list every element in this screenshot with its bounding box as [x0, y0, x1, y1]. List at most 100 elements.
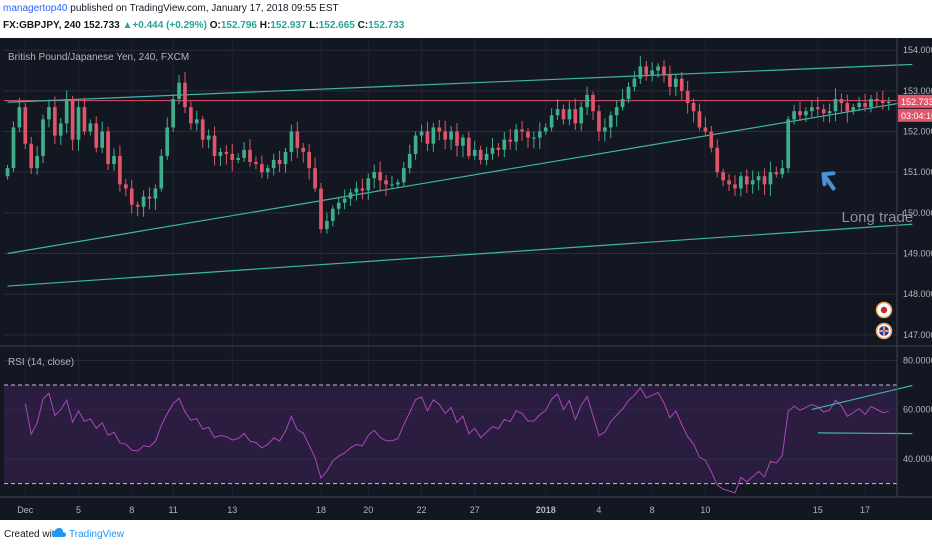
candle-body [508, 139, 513, 142]
candle-body [236, 157, 241, 160]
candle-body [573, 109, 578, 124]
axes: 154.000 153.000 152.000 151.000 150.000 149.0… [0, 38, 932, 515]
published-text: published on TradingView.com, January 17… [67, 3, 339, 14]
candle-body [715, 147, 720, 173]
trendline[interactable] [7, 100, 913, 255]
candle-body [591, 94, 595, 112]
candle-body [248, 149, 252, 163]
rsi-tick-label: 40.0000 [903, 454, 932, 464]
candle-body [372, 172, 377, 179]
flag-icon[interactable] [875, 301, 893, 319]
time-tick-label: 10 [700, 505, 710, 515]
candle-body [194, 119, 199, 124]
candle-body [94, 123, 99, 148]
candle-body [603, 127, 607, 132]
candle-body [804, 111, 808, 116]
candle-body [265, 168, 270, 173]
candle-body [839, 98, 844, 104]
arrow-icon [821, 171, 836, 191]
candle-body [366, 178, 371, 191]
price-tick-label: 154.000 [903, 45, 932, 55]
candle-body [845, 103, 850, 112]
candle-body [183, 82, 187, 108]
time-tick-label: 22 [417, 505, 427, 515]
time-tick-label: 2018 [536, 505, 556, 515]
candle-body [41, 119, 45, 156]
candle-body [857, 103, 861, 108]
candle-body [254, 162, 258, 165]
candle-body [295, 131, 300, 148]
candle-body [100, 131, 105, 148]
candle-body [585, 94, 589, 108]
candle-body [348, 192, 353, 199]
candle-body [709, 131, 714, 148]
trendline[interactable] [7, 223, 913, 287]
candle-body [277, 159, 282, 165]
candle-body [815, 107, 820, 110]
time-tick-label: 4 [596, 505, 601, 515]
candle-body [390, 184, 394, 186]
time-tick-label: 8 [650, 505, 655, 515]
rsi-tick-label: 60.0000 [903, 405, 932, 415]
price-tick-label: 150.000 [903, 208, 932, 218]
candle-body [177, 82, 181, 99]
publisher-link[interactable]: managertop40 [3, 3, 68, 14]
rsi-tick-label: 80.0000 [903, 355, 932, 365]
candle-body [869, 98, 873, 108]
candle-body [47, 107, 51, 120]
candle-body [378, 172, 382, 181]
candle-body [425, 131, 430, 144]
chart-title: British Pound/Japanese Yen, 240, FXCM [8, 52, 189, 63]
uk-flag-icon[interactable] [875, 322, 893, 340]
candle-body [360, 188, 365, 191]
candle-body [29, 143, 34, 169]
rsi-trendline[interactable] [811, 384, 913, 411]
candle-body [135, 204, 140, 207]
candle-body [579, 107, 584, 124]
ohlc-close-value: 152.733 [368, 20, 405, 31]
last-price: 152.733 [83, 20, 120, 31]
candle-body [691, 103, 696, 112]
candle-body [431, 127, 436, 144]
candle-body [875, 98, 879, 102]
rsi-band-fill [4, 385, 897, 484]
candle-body [455, 131, 459, 146]
candle-body [632, 78, 637, 87]
candle-body [739, 176, 743, 189]
candle-body [750, 180, 755, 185]
candle-body [218, 151, 223, 156]
candle-body [880, 101, 885, 104]
candle-body [212, 135, 217, 156]
candle-body [478, 149, 483, 160]
chart-canvas[interactable]: 154.000 153.000 152.000 151.000 150.000 149.0… [0, 38, 932, 520]
candle-body [64, 98, 69, 124]
candle-body [638, 66, 643, 79]
rsi-trendline[interactable] [817, 432, 913, 435]
ohlc-low-value: 152.665 [318, 20, 355, 31]
candle-body [242, 149, 246, 158]
tradingview-link[interactable]: TradingView [69, 529, 125, 540]
candle-body [461, 137, 465, 146]
candle-body [644, 66, 649, 75]
trendline[interactable] [7, 63, 913, 103]
candle-body [780, 168, 785, 175]
candle-body [496, 147, 501, 150]
candle-body [17, 107, 22, 128]
candle-body [88, 123, 93, 132]
candle-body [685, 90, 690, 104]
time-tick-label: 15 [813, 505, 823, 515]
candle-body [147, 196, 152, 199]
candle-body [721, 172, 725, 181]
created-with-label: Created with [4, 529, 61, 540]
trendlines [4, 63, 913, 287]
time-tick-label: 13 [227, 505, 237, 515]
ohlc-high-value: 152.937 [270, 20, 307, 31]
candle-body [827, 111, 832, 114]
candle-body [165, 127, 170, 156]
candle-body [733, 184, 737, 189]
candle-body [189, 107, 193, 124]
ohlc-close-label: C: [357, 20, 369, 31]
candle-body [230, 153, 235, 160]
candle-body [437, 127, 442, 132]
candle-body [886, 101, 891, 104]
